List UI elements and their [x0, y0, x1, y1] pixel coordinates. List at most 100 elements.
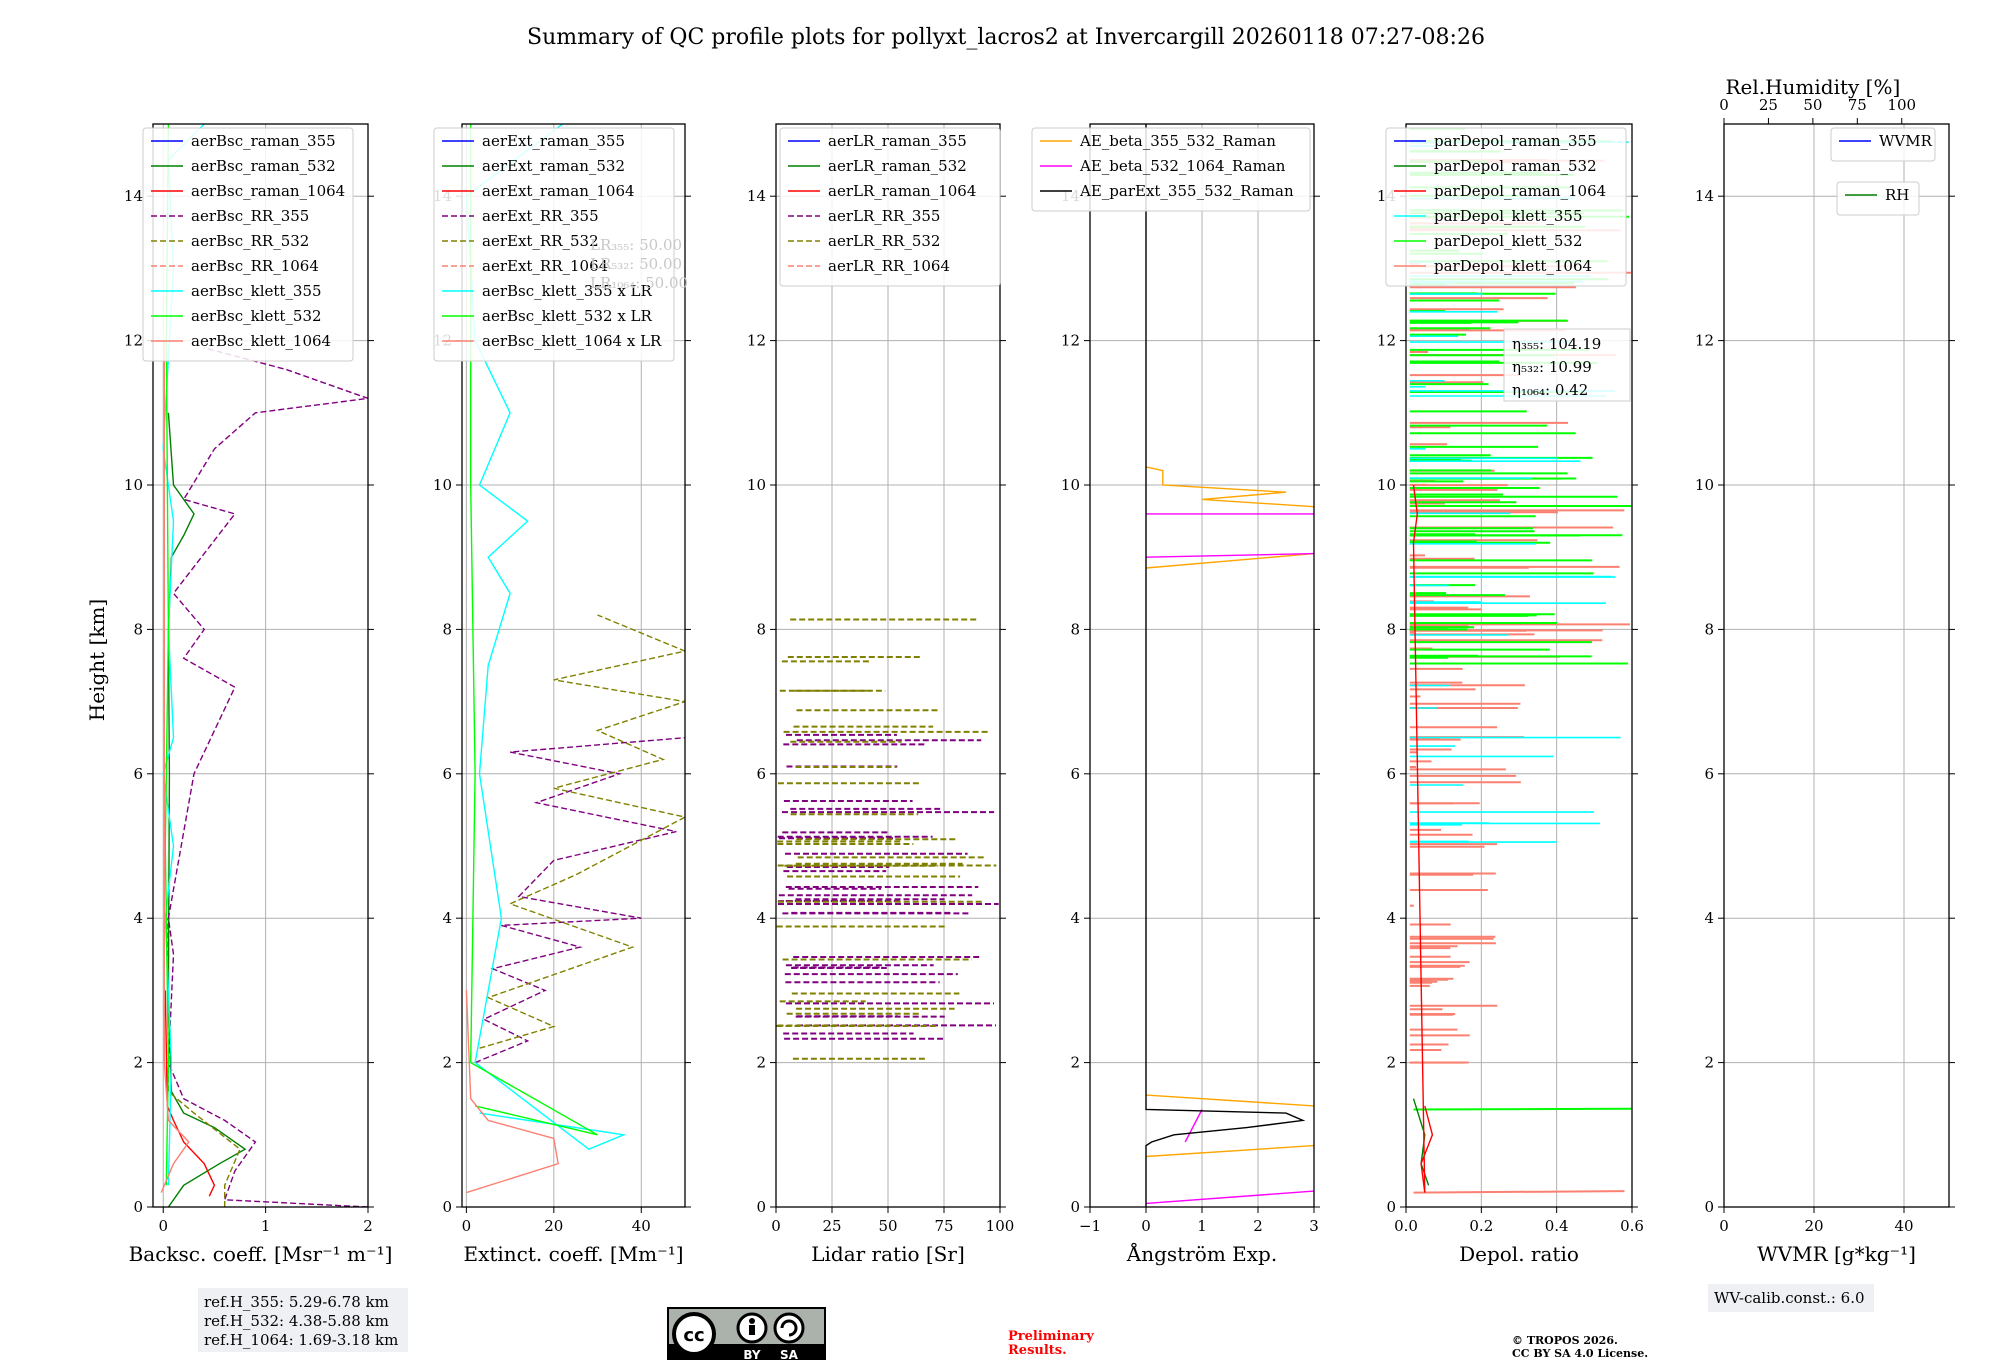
legend: aerBsc_raman_355 aerBsc_raman_532 aerBsc_r… [142, 127, 354, 362]
ticks: 0 25 50 75 100 0 2 4 6 8 10 12 14 [747, 187, 1014, 1235]
series-aerBsc_klett_1064 [160, 340, 190, 1193]
x-tick-label: 0.2 [1469, 1217, 1493, 1235]
cc-icon-text: cc [683, 1325, 704, 1346]
legend-frame [1830, 127, 1936, 162]
x-tick-label: 0.0 [1394, 1217, 1418, 1235]
y-tick-label: 0 [1070, 1198, 1080, 1216]
y-tick-label: 10 [1061, 476, 1080, 494]
grid [1089, 124, 1315, 1208]
x-tick-label: 75 [934, 1217, 953, 1235]
panel-2: 0204002468101214Extinct. coeff. [Mm⁻¹]ae… [433, 123, 691, 1266]
legend-label-aerExt_RR_532: aerExt_RR_532 [482, 232, 599, 250]
y-tick-label: 4 [1386, 909, 1396, 927]
legend-label-aerLR_raman_532: aerLR_raman_532 [828, 157, 967, 175]
legend-label-aerBsc_klett_355 x LR: aerBsc_klett_355 x LR [482, 282, 653, 300]
legend-label-aerLR_raman_355: aerLR_raman_355 [828, 132, 967, 150]
attribution-icon-body [749, 1325, 755, 1335]
y-tick-label: 14 [1695, 187, 1714, 205]
x-tick-label: 0 [1719, 1217, 1729, 1235]
y-tick-label: 8 [1070, 620, 1080, 638]
legend-frame [433, 127, 675, 362]
depol-klett-532-trace [1413, 1107, 1632, 1111]
legend-label-WVMR: WVMR [1879, 132, 1933, 150]
y-tick-label: 0 [442, 1198, 452, 1216]
y-tick-label: 12 [1695, 332, 1714, 350]
y-tick-label: 0 [756, 1198, 766, 1216]
data-layer [465, 124, 685, 1194]
ticks: −1012302468101214 [1061, 187, 1320, 1235]
y-tick-label: 0 [133, 1198, 143, 1216]
legend-frame [142, 127, 354, 362]
ref-h-1064: ref.H_1064: 1.69-3.18 km [204, 1331, 398, 1349]
ref-h-355: ref.H_355: 5.29-6.78 km [204, 1293, 389, 1311]
angstrom-trace-AE_beta_532_1064_Raman [1184, 1109, 1203, 1143]
legend-label-aerBsc_klett_1064: aerBsc_klett_1064 [191, 332, 331, 350]
x-tick-label: 0 [462, 1217, 472, 1235]
y-tick-label: 2 [1070, 1054, 1080, 1072]
legend-label-aerLR_RR_355: aerLR_RR_355 [828, 207, 940, 225]
license-line: CC BY SA 4.0 License. [1512, 1347, 1648, 1360]
y-tick-label: 10 [433, 476, 452, 494]
y-tick-label: 12 [1061, 332, 1080, 350]
legend-frame [1836, 181, 1920, 216]
y-tick-label: 2 [133, 1054, 143, 1072]
panel-3: 0 25 50 75 100 0 2 4 6 8 10 12 14 Lidar ratio [Sr] aer… [747, 123, 1014, 1266]
attribution-icon-head [749, 1318, 755, 1324]
y-tick-label: 0 [1386, 1198, 1396, 1216]
ticks: 0 20 40 0 2 4 6 8 10 12 14 0 25 50 75 100 [1695, 96, 1955, 1235]
series-AE_beta_532_1064_Raman [1145, 1190, 1314, 1205]
lidar-ratio-note: LR₃₅₅: 50.00 [590, 236, 682, 254]
results-label: Results. [1008, 1343, 1067, 1358]
legend-label-aerLR_raman_1064: aerLR_raman_1064 [828, 182, 976, 200]
x2-tick-label: 100 [1887, 96, 1916, 114]
x-tick-label: 0 [158, 1217, 168, 1235]
x-tick-label: 100 [986, 1217, 1015, 1235]
ref-h-532: ref.H_532: 4.38-5.88 km [204, 1312, 389, 1330]
lidar-ratio-note: LR₅₃₂: 50.00 [590, 255, 682, 273]
legend-label-parDepol_raman_532: parDepol_raman_532 [1434, 157, 1597, 175]
legend-label-aerBsc_RR_355: aerBsc_RR_355 [191, 207, 309, 225]
legend-label-aerBsc_raman_532: aerBsc_raman_532 [191, 157, 336, 175]
figure-title: Summary of QC profile plots for pollyxt_… [527, 25, 1485, 50]
x-tick-label: 1 [1197, 1217, 1207, 1235]
x2-axis-label: Rel.Humidity [%] [1725, 75, 1900, 99]
legend-label-aerBsc_klett_532 x LR: aerBsc_klett_532 x LR [482, 307, 653, 325]
legend-label-aerExt_raman_1064: aerExt_raman_1064 [482, 182, 635, 200]
y-tick-label: 10 [124, 476, 143, 494]
axes-frame [152, 123, 369, 1208]
legend-label-parDepol_raman_1064: parDepol_raman_1064 [1434, 182, 1606, 200]
x-tick-label: 0.6 [1620, 1217, 1644, 1235]
y-tick-label: 14 [124, 187, 143, 205]
y-tick-label: 2 [1386, 1054, 1396, 1072]
x2-tick-label: 75 [1848, 96, 1867, 114]
legend-label-aerBsc_klett_355: aerBsc_klett_355 [191, 282, 322, 300]
eta-value: η₃₅₅: 104.19 [1512, 335, 1601, 353]
x-tick-label: −1 [1079, 1217, 1101, 1235]
y-tick-label: 6 [756, 765, 766, 783]
y-tick-label: 4 [442, 909, 452, 927]
x-tick-label: 3 [1309, 1217, 1319, 1235]
x2-tick-label: 50 [1803, 96, 1822, 114]
legend-label-AE_beta_532_1064_Raman: AE_beta_532_1064_Raman [1079, 157, 1286, 175]
legend-label-parDepol_raman_355: parDepol_raman_355 [1434, 132, 1597, 150]
y-tick-label: 10 [1377, 476, 1396, 494]
y-axis-label: Height [km] [85, 599, 109, 721]
legend-label-AE_beta_355_532_Raman: AE_beta_355_532_Raman [1079, 132, 1276, 150]
x-tick-label: 0.4 [1545, 1217, 1569, 1235]
x-tick-label: 20 [544, 1217, 563, 1235]
y-tick-label: 4 [1070, 909, 1080, 927]
legend-frame [1385, 127, 1627, 287]
x-axis-label: Depol. ratio [1459, 1242, 1579, 1266]
x-axis-label: WVMR [g*kg⁻¹] [1757, 1242, 1916, 1266]
x-tick-label: 40 [632, 1217, 651, 1235]
y-tick-label: 12 [747, 332, 766, 350]
legend-frame [1031, 127, 1311, 212]
x-axis-label: Ångström Exp. [1126, 1241, 1277, 1266]
series-AE_beta_355_532_Raman [1145, 1094, 1314, 1107]
x-axis-label: Extinct. coeff. [Mm⁻¹] [463, 1242, 683, 1266]
share-alike-icon [773, 1312, 805, 1344]
series-aerBsc_klett_532 x LR [469, 124, 598, 1136]
y-tick-label: 6 [133, 765, 143, 783]
